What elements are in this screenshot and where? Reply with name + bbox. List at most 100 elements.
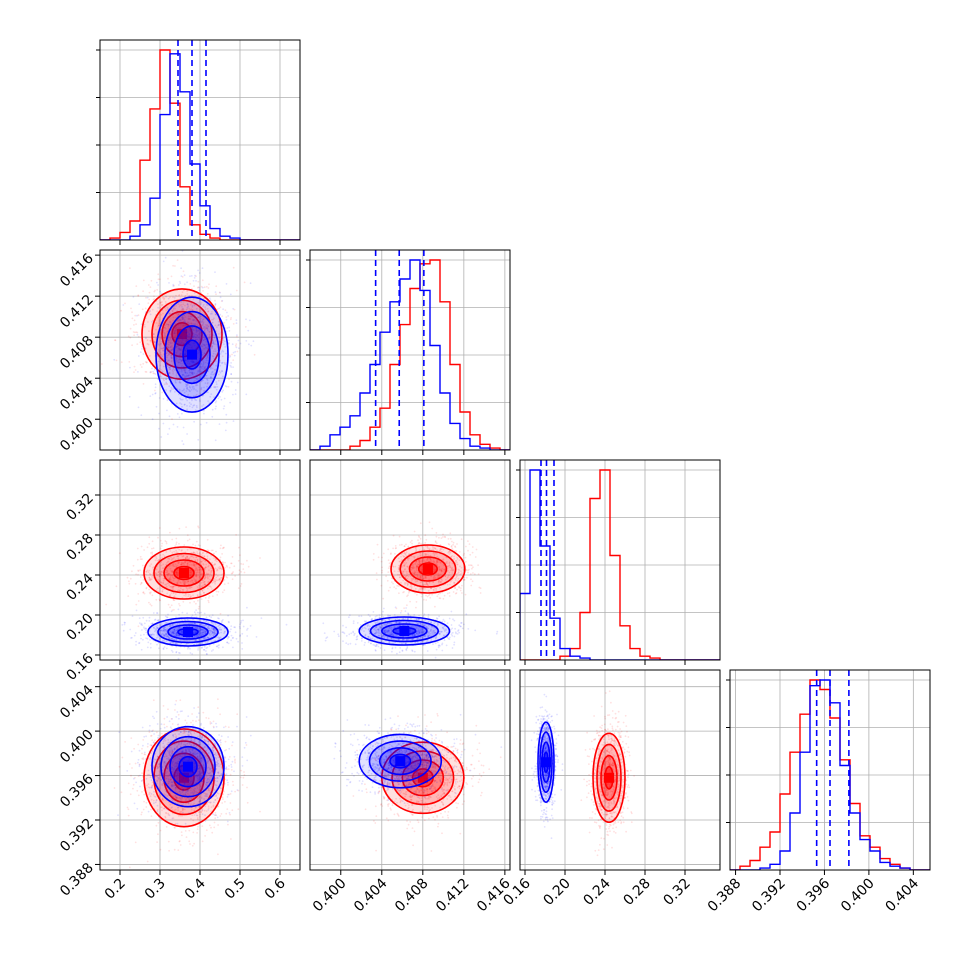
x-tick-label: 0.6 bbox=[262, 875, 289, 902]
histogram-series-a bbox=[310, 259, 510, 450]
contour-b bbox=[173, 565, 195, 581]
histogram-panel-3 bbox=[726, 669, 931, 871]
panel-frame bbox=[519, 459, 721, 661]
contour-a bbox=[380, 623, 428, 639]
y-tick-label: 0.400 bbox=[57, 727, 97, 767]
x-tick-label: 0.392 bbox=[749, 876, 789, 916]
x-tick-label: 0.396 bbox=[794, 875, 834, 915]
contour-a bbox=[155, 296, 229, 413]
x-tick-label: 0.4 bbox=[182, 875, 209, 902]
contour-a bbox=[173, 325, 211, 385]
x-tick-label: 0.20 bbox=[540, 876, 573, 909]
histogram-series-b bbox=[520, 469, 720, 660]
x-tick-label: 0.5 bbox=[222, 876, 249, 903]
x-tick-label: 0.32 bbox=[660, 876, 693, 909]
scatter-panel-2-1 bbox=[309, 459, 511, 661]
contour-a bbox=[358, 616, 451, 646]
histogram-panel-0 bbox=[96, 39, 301, 241]
contour-b bbox=[143, 546, 225, 600]
density-peak-a bbox=[395, 756, 406, 767]
density-peak-b bbox=[179, 568, 189, 578]
contour-a bbox=[157, 620, 219, 644]
x-tick-label: 0.400 bbox=[838, 876, 878, 916]
histogram-panel-1 bbox=[306, 249, 511, 451]
histogram-series-a bbox=[100, 53, 300, 240]
y-tick-label: 0.404 bbox=[57, 682, 97, 722]
panel-background bbox=[310, 460, 510, 660]
contour-b bbox=[399, 550, 457, 588]
panel-background bbox=[310, 670, 510, 870]
scatter-panel-3-1 bbox=[309, 669, 511, 871]
contour-a bbox=[378, 746, 422, 776]
contour-a bbox=[389, 753, 412, 769]
y-tick-label: 0.388 bbox=[57, 860, 97, 900]
panel-frame bbox=[309, 249, 511, 451]
contour-b bbox=[417, 562, 438, 576]
y-tick-label: 0.404 bbox=[57, 374, 97, 414]
sample-points-b bbox=[352, 713, 502, 852]
histogram-panel-2 bbox=[516, 459, 721, 661]
y-tick-label: 0.32 bbox=[63, 491, 96, 524]
contour-b bbox=[143, 728, 225, 828]
contour-b bbox=[161, 310, 203, 358]
y-tick-label: 0.396 bbox=[57, 771, 97, 811]
x-tick-label: 0.3 bbox=[142, 876, 169, 903]
x-tick-label: 0.404 bbox=[882, 875, 922, 915]
density-peak-a bbox=[183, 761, 193, 772]
y-tick-label: 0.24 bbox=[63, 570, 96, 603]
density-peak-a bbox=[399, 626, 410, 636]
contour-a bbox=[539, 731, 553, 794]
y-tick-label: 0.412 bbox=[57, 292, 97, 332]
contour-b bbox=[401, 759, 445, 797]
x-tick-label: 0.400 bbox=[310, 876, 350, 916]
contour-a bbox=[369, 619, 440, 643]
panel-frame bbox=[519, 669, 721, 871]
density-peak-b bbox=[177, 329, 187, 340]
y-tick-label: 0.20 bbox=[63, 611, 96, 644]
contour-b bbox=[592, 732, 626, 824]
x-tick-label: 0.28 bbox=[620, 876, 653, 909]
x-tick-label: 0.412 bbox=[433, 876, 473, 916]
histogram-series-b bbox=[100, 49, 300, 240]
contour-b bbox=[390, 544, 466, 594]
y-tick-label: 0.416 bbox=[57, 251, 97, 291]
y-tick-label: 0.16 bbox=[63, 650, 96, 683]
density-peak-b bbox=[604, 772, 614, 783]
contour-a bbox=[368, 740, 432, 782]
density-peak-a bbox=[541, 757, 551, 768]
contour-b bbox=[171, 322, 193, 347]
x-tick-label: 0.404 bbox=[351, 875, 391, 915]
panel-frame bbox=[729, 669, 931, 871]
panel-frame bbox=[309, 669, 511, 871]
contour-a bbox=[167, 624, 209, 640]
contour-b bbox=[153, 552, 215, 594]
y-tick-label: 0.28 bbox=[63, 531, 96, 564]
x-tick-label: 0.2 bbox=[102, 876, 129, 903]
density-peak-b bbox=[417, 772, 428, 783]
density-peak-a bbox=[183, 627, 193, 637]
contour-b bbox=[151, 299, 213, 369]
panel-background bbox=[310, 250, 510, 450]
contour-a bbox=[537, 721, 555, 804]
x-tick-label: 0.388 bbox=[705, 876, 745, 916]
contour-a bbox=[358, 733, 443, 789]
contour-a bbox=[182, 339, 202, 370]
contour-b bbox=[596, 743, 622, 812]
contour-a bbox=[178, 755, 198, 778]
contour-b bbox=[408, 556, 448, 582]
contour-b bbox=[391, 750, 455, 806]
y-tick-label: 0.408 bbox=[57, 333, 97, 373]
density-peak-a bbox=[187, 349, 197, 360]
sample-points-a bbox=[333, 713, 503, 805]
contour-a bbox=[169, 745, 207, 788]
contour-b bbox=[163, 752, 205, 804]
y-tick-label: 0.392 bbox=[57, 816, 97, 856]
histogram-series-a bbox=[520, 469, 720, 660]
density-peak-b bbox=[179, 772, 189, 783]
density-peak-b bbox=[422, 564, 433, 574]
contour-a bbox=[164, 310, 220, 399]
scatter-panel-3-0 bbox=[99, 669, 301, 871]
panel-frame bbox=[309, 459, 511, 661]
contour-a bbox=[160, 735, 216, 798]
